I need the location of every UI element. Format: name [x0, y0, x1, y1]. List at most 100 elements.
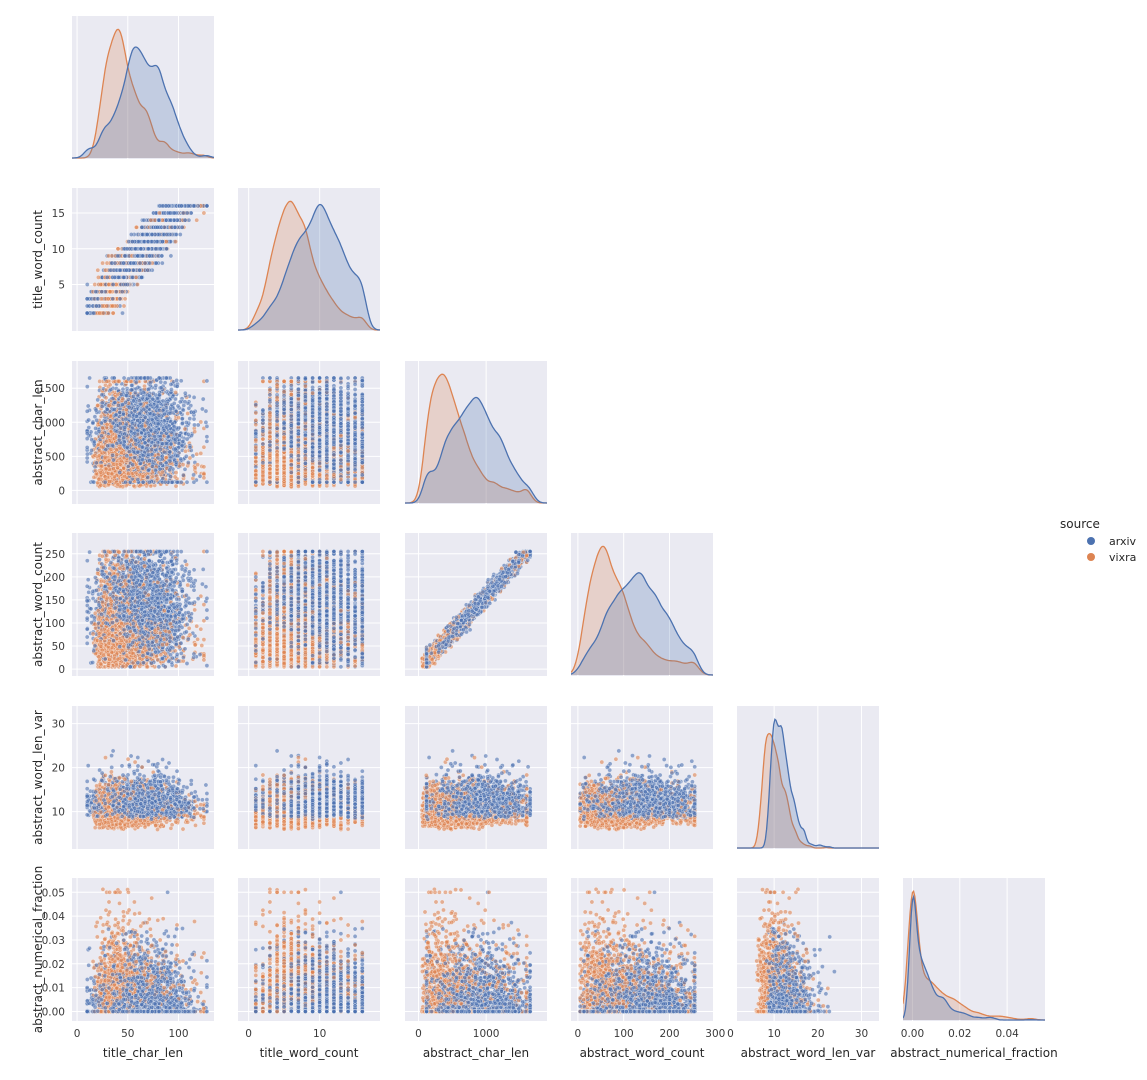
panel-title_char_len-vs-title_char_len — [72, 16, 214, 159]
point-arxiv — [185, 211, 189, 215]
point-arxiv — [174, 232, 178, 236]
point-arxiv — [192, 204, 196, 208]
point-arxiv — [85, 311, 89, 315]
point-arxiv — [140, 232, 144, 236]
point-vixra — [157, 211, 161, 215]
point-arxiv — [94, 290, 98, 294]
point-arxiv — [172, 211, 176, 215]
point-arxiv — [131, 275, 135, 279]
point-vixra — [174, 240, 178, 244]
panel-title_word_count-vs-title_word_count — [238, 188, 380, 331]
point-arxiv — [124, 268, 128, 272]
point-arxiv — [169, 254, 173, 258]
point-arxiv — [136, 240, 140, 244]
point-arxiv — [154, 247, 158, 251]
point-vixra — [116, 247, 120, 251]
point-vixra — [106, 311, 110, 315]
point-arxiv — [85, 304, 89, 308]
point-arxiv — [120, 290, 124, 294]
point-arxiv — [85, 456, 89, 460]
point-arxiv — [205, 204, 209, 208]
panel-title_word_count-vs-title_char_len — [72, 188, 214, 331]
point-vixra — [134, 225, 138, 229]
point-arxiv — [142, 218, 146, 222]
y-tick-label: 10 — [52, 244, 65, 256]
point-arxiv — [161, 240, 165, 244]
point-arxiv — [130, 240, 134, 244]
point-arxiv — [183, 218, 187, 222]
point-arxiv — [189, 211, 193, 215]
point-arxiv — [158, 247, 162, 251]
point-vixra — [123, 297, 127, 301]
point-vixra — [107, 254, 111, 258]
point-arxiv — [138, 261, 142, 265]
point-arxiv — [146, 268, 150, 272]
point-arxiv — [180, 225, 184, 229]
panel-background — [72, 188, 214, 331]
point-vixra — [108, 290, 112, 294]
point-arxiv — [111, 282, 115, 286]
panel-abstract_char_len-vs-title_char_len — [72, 361, 214, 504]
point-arxiv — [139, 275, 143, 279]
point-arxiv — [164, 247, 168, 251]
point-arxiv — [157, 218, 161, 222]
point-arxiv — [146, 247, 150, 251]
point-arxiv — [114, 290, 118, 294]
point-arxiv — [95, 304, 99, 308]
point-vixra — [105, 304, 109, 308]
point-vixra — [202, 211, 206, 215]
point-arxiv — [150, 240, 154, 244]
point-arxiv — [160, 254, 164, 258]
point-arxiv — [155, 240, 159, 244]
point-arxiv — [113, 261, 117, 265]
point-arxiv — [122, 275, 126, 279]
point-arxiv — [145, 232, 149, 236]
point-arxiv — [113, 275, 117, 279]
point-arxiv — [136, 254, 140, 258]
point-arxiv — [96, 297, 100, 301]
point-arxiv — [187, 218, 191, 222]
point-arxiv — [186, 204, 190, 208]
point-arxiv — [111, 297, 115, 301]
point-vixra — [93, 282, 97, 286]
point-vixra — [111, 311, 115, 315]
point-arxiv — [139, 247, 143, 251]
point-arxiv — [161, 204, 165, 208]
point-arxiv — [148, 261, 152, 265]
point-arxiv — [170, 225, 174, 229]
point-vixra — [101, 311, 105, 315]
point-arxiv — [150, 232, 154, 236]
point-vixra — [106, 297, 110, 301]
point-vixra — [202, 445, 206, 449]
point-vixra — [122, 304, 126, 308]
point-arxiv — [162, 232, 166, 236]
point-arxiv — [85, 282, 89, 286]
point-arxiv — [140, 254, 144, 258]
point-arxiv — [160, 261, 164, 265]
y-tick-label: 15 — [52, 208, 65, 220]
point-arxiv — [205, 439, 209, 443]
point-arxiv — [124, 282, 128, 286]
point-arxiv — [100, 290, 104, 294]
point-arxiv — [138, 268, 142, 272]
point-arxiv — [168, 211, 172, 215]
point-arxiv — [162, 225, 166, 229]
point-arxiv — [140, 225, 144, 229]
point-arxiv — [148, 254, 152, 258]
point-vixra — [96, 268, 100, 272]
point-vixra — [99, 282, 103, 286]
point-arxiv — [129, 232, 133, 236]
point-arxiv — [86, 404, 90, 408]
point-vixra — [101, 261, 105, 265]
point-arxiv — [123, 254, 127, 258]
point-arxiv — [85, 460, 89, 464]
point-arxiv — [118, 268, 122, 272]
point-arxiv — [121, 261, 125, 265]
point-vixra — [111, 304, 115, 308]
point-arxiv — [134, 247, 138, 251]
point-vixra — [135, 282, 139, 286]
point-arxiv — [154, 261, 158, 265]
point-arxiv — [118, 297, 122, 301]
point-arxiv — [105, 275, 109, 279]
